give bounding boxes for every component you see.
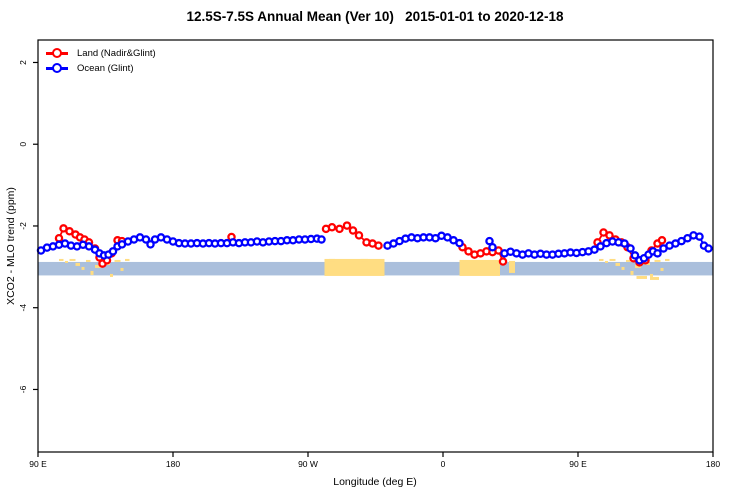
legend-item-land: Land (Nadir&Glint) xyxy=(46,46,156,61)
plot-box xyxy=(37,39,714,453)
legend-label-land: Land (Nadir&Glint) xyxy=(77,48,156,59)
x-tick-label: 90 W xyxy=(298,459,318,469)
data-point xyxy=(590,245,599,254)
chart-title: 12.5S-7.5S Annual Mean (Ver 10) 2015-01-… xyxy=(186,9,564,24)
land-speckle xyxy=(90,270,94,275)
data-point xyxy=(54,233,64,243)
land-speckle xyxy=(621,266,625,270)
land-speckle xyxy=(650,273,653,277)
land-speckle xyxy=(630,270,634,275)
data-point xyxy=(596,242,605,251)
y-tick-label: -4 xyxy=(18,304,28,312)
land-speckle xyxy=(636,275,647,279)
data-point xyxy=(626,244,635,253)
data-point xyxy=(620,239,629,248)
land-speckle xyxy=(120,267,124,271)
land-speckle xyxy=(65,260,68,263)
data-point xyxy=(464,247,473,256)
ocean-series-symbol xyxy=(46,63,68,74)
data-point xyxy=(327,222,337,232)
ocean-circle-icon xyxy=(52,63,62,73)
x-axis-label: Longitude (deg E) xyxy=(333,476,417,488)
y-tick-label: 2 xyxy=(18,60,28,65)
land-speckle xyxy=(125,258,130,261)
land-circle-icon xyxy=(52,48,62,58)
legend: Land (Nadir&Glint) Ocean (Glint) xyxy=(46,46,156,76)
data-point xyxy=(374,241,383,250)
map-strip xyxy=(38,257,713,280)
land-speckle xyxy=(605,260,608,263)
land-speckle xyxy=(86,259,91,262)
data-point xyxy=(342,221,352,230)
x-tick-label: 90 E xyxy=(569,459,587,469)
data-point xyxy=(605,231,614,240)
land-speckle xyxy=(114,259,121,262)
land-speckle xyxy=(635,264,641,268)
land-speckle xyxy=(59,258,64,261)
ocean-series xyxy=(36,231,713,265)
y-tick-label: 0 xyxy=(18,142,28,147)
data-point xyxy=(354,231,364,240)
data-point xyxy=(108,247,118,256)
land-speckle xyxy=(665,258,670,261)
x-tick-label: 180 xyxy=(166,459,180,469)
land-speckle xyxy=(360,258,368,262)
data-point xyxy=(704,244,713,253)
data-point xyxy=(335,224,344,234)
x-tick-label: 0 xyxy=(441,459,446,469)
land-speckle xyxy=(609,258,616,261)
x-tick-label: 90 E xyxy=(29,459,47,469)
land-speckle xyxy=(81,266,85,270)
land-speckle xyxy=(95,264,101,268)
land-speckle xyxy=(599,258,604,261)
data-point xyxy=(485,236,494,246)
data-point xyxy=(653,249,662,258)
land-speckle xyxy=(654,259,661,262)
legend-item-ocean: Ocean (Glint) xyxy=(46,61,156,76)
x-axis-ticks: 90 E 180 90 W 0 90 E 180 xyxy=(29,452,720,469)
y-tick-label: -2 xyxy=(18,222,28,230)
land-speckle xyxy=(110,273,113,277)
data-point xyxy=(84,242,94,251)
data-point xyxy=(317,235,326,244)
land-speckle xyxy=(615,262,620,266)
land-block xyxy=(324,258,385,276)
y-axis-ticks: 2 0 -2 -4 -6 xyxy=(18,60,38,393)
data-point xyxy=(657,236,667,245)
data-point xyxy=(630,251,640,260)
land-speckle xyxy=(645,262,650,265)
land-block xyxy=(509,260,515,273)
land-speckle xyxy=(329,258,335,262)
land-speckle xyxy=(75,262,80,266)
data-point xyxy=(141,235,151,244)
land-block xyxy=(459,259,500,276)
land-series-symbol xyxy=(46,48,68,59)
data-point xyxy=(65,227,74,236)
land-speckle xyxy=(69,258,76,261)
land-speckle xyxy=(626,259,631,262)
data-point xyxy=(488,242,497,252)
data-point xyxy=(498,257,508,266)
legend-label-ocean: Ocean (Glint) xyxy=(77,63,134,74)
data-point xyxy=(695,232,704,241)
y-tick-label: -6 xyxy=(18,385,28,393)
y-axis-label: XCO2 - MLO trend (ppm) xyxy=(5,187,17,305)
data-point xyxy=(146,240,155,249)
x-tick-label: 180 xyxy=(706,459,720,469)
data-point xyxy=(348,226,358,235)
land-speckle xyxy=(660,267,664,271)
land-speckle xyxy=(650,276,659,280)
data-point xyxy=(455,238,464,248)
